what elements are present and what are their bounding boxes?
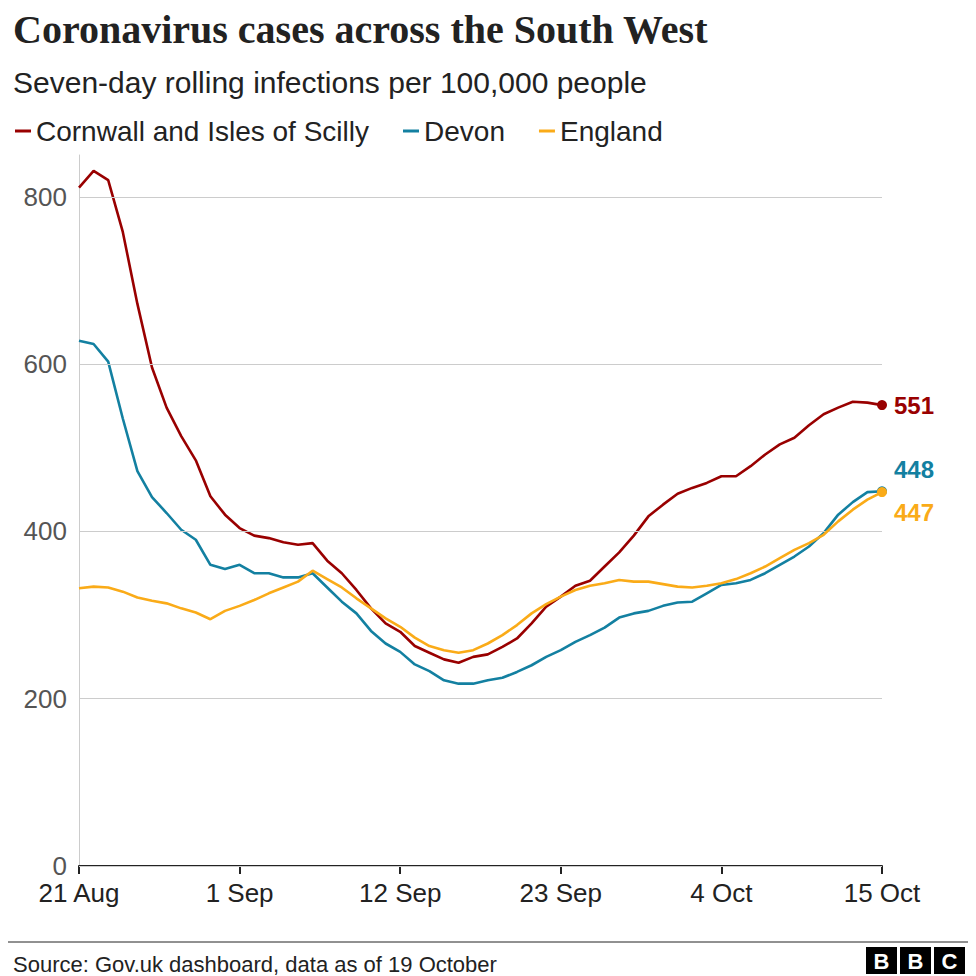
svg-text:Source: Gov.uk dashboard, data: Source: Gov.uk dashboard, data as of 19 … [13, 952, 497, 976]
svg-text:12 Sep: 12 Sep [359, 878, 441, 908]
svg-text:448: 448 [894, 456, 934, 483]
svg-text:551: 551 [894, 392, 934, 419]
svg-text:4 Oct: 4 Oct [690, 878, 753, 908]
svg-text:B: B [874, 949, 890, 974]
svg-text:600: 600 [24, 349, 67, 379]
svg-text:Cornwall and Isles of Scilly: Cornwall and Isles of Scilly [36, 116, 369, 147]
svg-text:England: England [560, 116, 663, 147]
svg-text:447: 447 [894, 499, 934, 526]
svg-text:0: 0 [53, 851, 67, 881]
svg-text:B: B [908, 949, 924, 974]
svg-text:Coronavirus cases across the S: Coronavirus cases across the South West [13, 7, 708, 52]
svg-text:1 Sep: 1 Sep [206, 878, 274, 908]
svg-text:23 Sep: 23 Sep [520, 878, 602, 908]
svg-text:400: 400 [24, 516, 67, 546]
svg-text:200: 200 [24, 684, 67, 714]
svg-text:Seven-day rolling infections p: Seven-day rolling infections per 100,000… [13, 66, 647, 99]
svg-text:15 Oct: 15 Oct [844, 878, 921, 908]
svg-text:Devon: Devon [424, 116, 505, 147]
svg-text:C: C [942, 949, 958, 974]
svg-text:21 Aug: 21 Aug [39, 878, 120, 908]
svg-text:800: 800 [24, 182, 67, 212]
